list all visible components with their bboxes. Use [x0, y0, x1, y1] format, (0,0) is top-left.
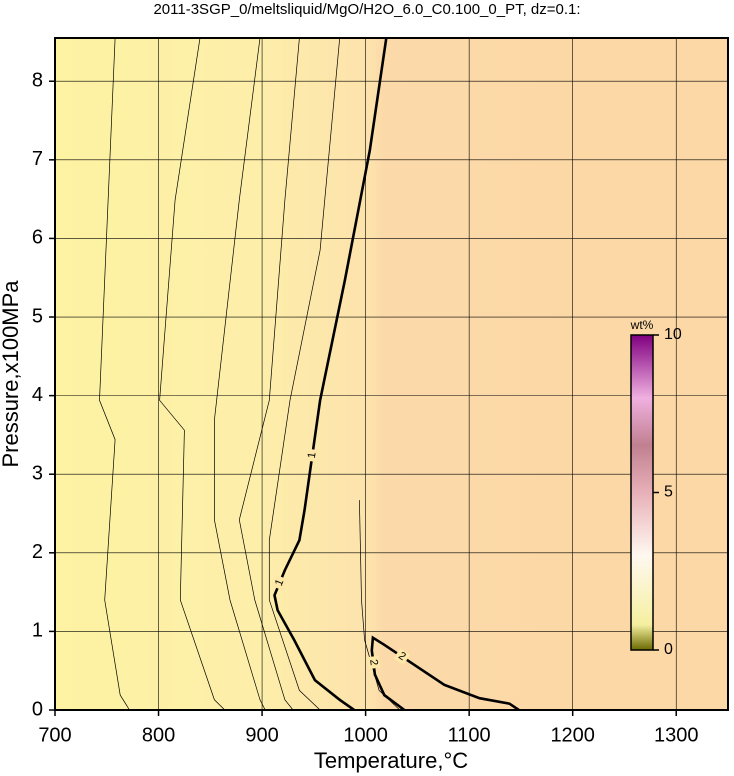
colorbar: wt% 0 5 10 [630, 318, 682, 658]
contour-label: 1 [306, 451, 319, 459]
contour-line [370, 635, 520, 710]
y-tick-label: 0 [32, 698, 43, 720]
chart-title: 2011-3SGP_0/meltsliquid/MgO/H2O_6.0_C0.1… [153, 1, 580, 18]
plot-background [55, 38, 728, 710]
x-tick-label: 1200 [550, 724, 595, 746]
contour-label: 2 [367, 659, 380, 667]
contour-label: 1 [273, 578, 286, 588]
y-tick-label: 2 [32, 541, 43, 563]
y-tick-label: 6 [32, 227, 43, 249]
contour-line [273, 38, 388, 710]
colorbar-scale [630, 334, 654, 651]
plot-frame [54, 37, 729, 711]
colorbar-tick-label: 10 [664, 326, 682, 343]
x-tick-label: 900 [245, 724, 278, 746]
colorbar-label: wt% [630, 318, 654, 332]
contour-line [214, 38, 266, 710]
contour-label-bg [305, 448, 320, 463]
contour-label: 2 [396, 650, 408, 663]
contour-line [238, 38, 300, 710]
contour-line [268, 38, 341, 710]
x-tick-label: 800 [142, 724, 175, 746]
x-tick-label: 1100 [448, 724, 491, 746]
contour-line [159, 38, 226, 710]
contours [99, 38, 520, 710]
contour-label-bg [366, 655, 381, 670]
y-tick-label: 7 [32, 148, 43, 170]
y-tick-label: 4 [32, 384, 43, 406]
x-tick-label: 700 [38, 724, 71, 746]
x-tick-label: 1000 [343, 724, 388, 746]
y-tick-label: 5 [32, 305, 43, 327]
colorbar-tick-label: 0 [664, 641, 673, 658]
x-axis-label: Temperature,°C [314, 748, 468, 773]
contour-labels: 1 1 2 2 [271, 448, 411, 670]
contour-line [99, 38, 130, 710]
y-tick-label: 8 [32, 70, 43, 92]
contour-label-bg [271, 574, 288, 591]
y-tick-label: 1 [32, 620, 43, 642]
y-tick-label: 3 [32, 462, 43, 484]
contour-label-bg [393, 648, 411, 665]
colorbar-tick-label: 5 [664, 484, 673, 501]
y-axis-label: Pressure,x100MPa [0, 280, 23, 468]
x-tick-label: 1300 [654, 724, 699, 746]
